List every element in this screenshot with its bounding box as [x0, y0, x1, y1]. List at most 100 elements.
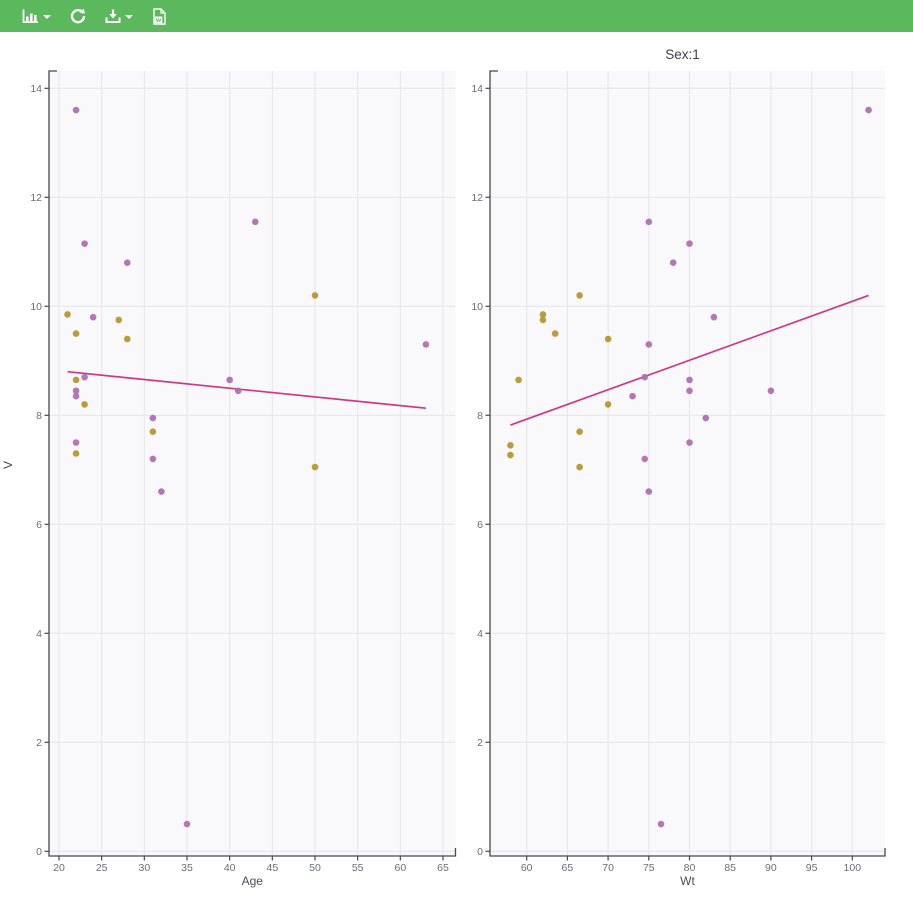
x-tick-label: 40: [224, 862, 236, 874]
data-point-series-purple: [149, 414, 157, 422]
data-point-series-purple: [123, 259, 131, 266]
data-point-series-gold: [515, 376, 522, 384]
data-point-series-purple: [710, 313, 718, 321]
x-tick-label: 50: [309, 862, 321, 874]
data-point-series-purple: [657, 820, 665, 828]
word-export-button[interactable]: w: [149, 6, 169, 27]
word-doc-icon: w: [152, 7, 166, 25]
y-tick-label: 0: [477, 846, 483, 858]
y-tick-label: 6: [477, 519, 483, 531]
y-tick-label: 0: [36, 846, 42, 858]
data-point-series-purple: [669, 259, 677, 266]
y-tick-label: 10: [30, 301, 42, 313]
facet-title: Sex:1: [665, 47, 700, 62]
data-point-series-gold: [123, 335, 131, 343]
data-point-series-purple: [767, 387, 775, 395]
data-point-series-gold: [576, 428, 583, 435]
x-axis-label: Age: [242, 874, 264, 888]
axis-lines: [489, 70, 886, 857]
data-point-series-gold: [507, 451, 514, 459]
data-point-series-gold: [149, 428, 157, 435]
data-point-series-purple: [686, 387, 693, 395]
data-point-series-purple: [81, 373, 88, 381]
data-point-series-purple: [72, 387, 80, 395]
plot-right: 0 2 4 6 8 10 12 14 60 65 70 75 80 85 90 95 100 Wt: [471, 70, 886, 888]
data-point-series-gold: [539, 311, 547, 318]
data-point-series-purple: [149, 455, 157, 463]
x-tick-label: 30: [138, 862, 150, 874]
x-tick-label: 65: [562, 862, 574, 874]
plot-left: 0 2 4 6 8 10 12 14 20 25 30 35 40 45 50 55 60 65 Age: [30, 70, 457, 888]
y-tick-label: 12: [471, 192, 483, 204]
y-tick-label: 10: [471, 301, 483, 313]
y-tick-label: 6: [36, 519, 42, 531]
y-tick-label: 14: [30, 83, 42, 95]
data-point-series-purple: [72, 392, 80, 400]
data-point-series-purple: [81, 240, 88, 247]
x-tick-label: 70: [602, 862, 614, 874]
x-tick-label: 65: [437, 862, 449, 874]
download-icon: [105, 9, 121, 24]
y-tick-label: 2: [477, 737, 483, 749]
data-point-series-purple: [72, 439, 80, 446]
x-tick-label: 60: [394, 862, 406, 874]
data-point-series-purple: [158, 488, 165, 495]
data-point-series-purple: [641, 455, 649, 463]
y-tick-label: 4: [477, 628, 483, 640]
y-tick-label: 8: [36, 410, 42, 422]
x-tick-label: 90: [765, 862, 777, 874]
x-tick-label: 25: [96, 862, 108, 874]
x-tick-label: 35: [181, 862, 193, 874]
svg-text:w: w: [155, 16, 162, 23]
x-tick-label: 75: [643, 862, 655, 874]
data-point-series-purple: [183, 820, 191, 828]
data-point-series-gold: [539, 316, 547, 324]
toolbar: w: [0, 0, 913, 32]
panel-background: [490, 71, 885, 856]
bar-chart-icon: [22, 9, 39, 24]
y-tick-label: 4: [36, 628, 42, 640]
data-point-series-gold: [81, 401, 88, 408]
refresh-icon: [70, 8, 86, 24]
data-point-series-purple: [251, 218, 259, 226]
data-point-series-gold: [72, 330, 80, 337]
data-point-series-gold: [604, 335, 612, 343]
data-point-series-gold: [311, 463, 319, 471]
x-tick-label: 45: [266, 862, 278, 874]
x-tick-label: 80: [684, 862, 696, 874]
trend-line: [67, 370, 427, 410]
data-point-series-purple: [702, 414, 710, 422]
data-point-series-purple: [629, 392, 636, 400]
data-point-series-purple: [645, 488, 653, 495]
data-point-series-purple: [226, 376, 233, 384]
x-tick-label: 55: [352, 862, 364, 874]
data-point-series-purple: [686, 439, 693, 446]
y-axis-label: V: [1, 460, 16, 470]
data-point-series-gold: [576, 292, 583, 299]
data-point-series-gold: [576, 463, 583, 471]
data-point-series-gold: [551, 330, 559, 337]
refresh-button[interactable]: [67, 6, 89, 26]
data-point-series-purple: [72, 106, 80, 114]
data-point-series-purple: [645, 218, 653, 226]
charts-container: 0 2 4 6 8 10 12 14 20 25 30 35 40 45 50 55 60 65 Age 0 2 4 6 8 1…: [0, 32, 913, 906]
y-tick-label: 8: [477, 410, 483, 422]
data-point-series-purple: [686, 240, 693, 247]
charts-canvas: 0 2 4 6 8 10 12 14 20 25 30 35 40 45 50 55 60 65 Age 0 2 4 6 8 1…: [30, 70, 886, 888]
caret-down-icon: [125, 15, 133, 19]
axis-lines: [48, 70, 457, 857]
x-tick-label: 20: [53, 862, 65, 874]
data-point-series-gold: [72, 450, 80, 457]
data-point-series-purple: [686, 376, 693, 384]
data-point-series-gold: [604, 401, 612, 408]
download-dropdown[interactable]: [102, 7, 136, 26]
data-point-series-gold: [72, 376, 80, 384]
data-point-series-purple: [641, 373, 649, 381]
data-point-series-gold: [64, 311, 71, 318]
x-tick-label: 60: [521, 862, 533, 874]
data-point-series-gold: [311, 292, 319, 299]
y-tick-label: 2: [36, 737, 42, 749]
data-point-series-purple: [234, 387, 242, 395]
plot-type-dropdown[interactable]: [19, 7, 54, 26]
panel-background: [49, 71, 456, 856]
